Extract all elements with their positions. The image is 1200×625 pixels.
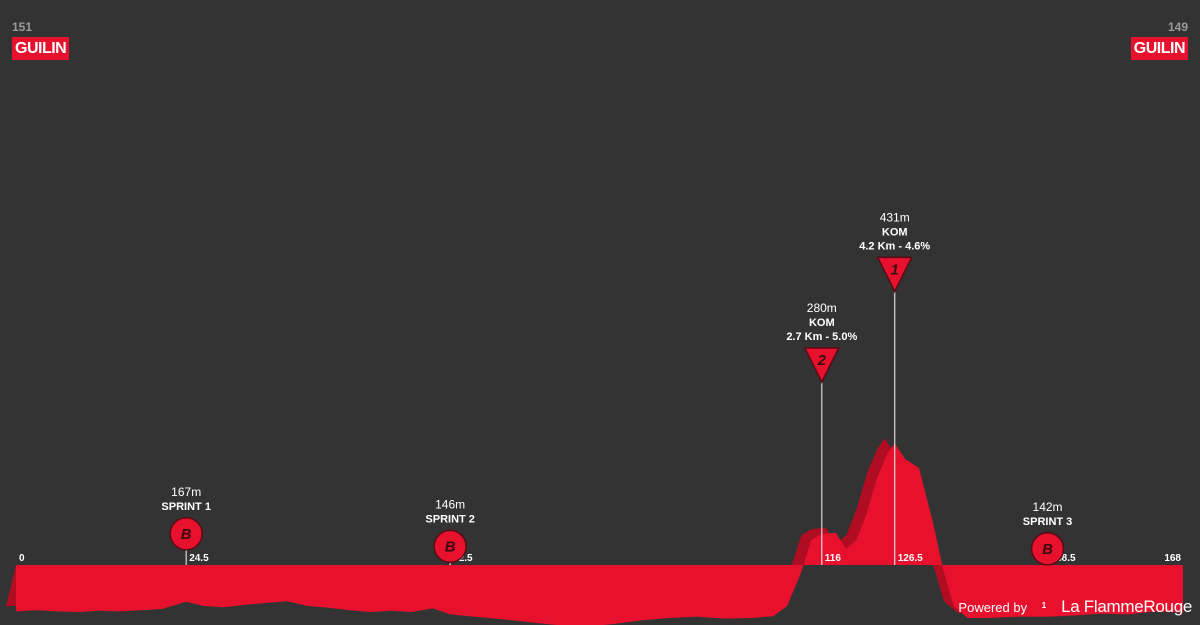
kom-marker: 1 431m KOM 4.2 Km - 4.6% [859,210,930,565]
start-altitude: 151 [12,20,33,34]
finish-altitude: 149 [1167,20,1188,34]
sprint-marker: B 167m SPRINT 1 [161,485,211,565]
marker-type-label: KOM [809,317,835,329]
kom-category: 1 [891,261,899,278]
km-tick-label: 116 [825,553,842,564]
sprint-badge-icon [169,517,203,551]
marker-altitude: 146m [435,497,465,511]
brand-name: La FlammeRouge [1061,597,1192,616]
marker-climb-stats: 2.7 Km - 5.0% [786,331,857,343]
marker-altitude: 167m [171,485,201,499]
kom-triangle-icon [876,256,913,294]
sprint-symbol: B [1042,541,1053,558]
km-tick-label: 168 [1164,553,1181,564]
km-tick-label: 0 [19,553,25,564]
footer-branding: Powered by 1 La FlammeRouge [958,597,1192,617]
finish-location: 149 GUILIN [1130,20,1188,60]
powered-by-text: Powered by [958,599,1028,615]
marker-type-label: SPRINT 1 [161,501,211,513]
kom-category: 2 [817,352,827,369]
finish-name-badge: GUILIN [1130,37,1188,60]
sprint-marker: B 142m SPRINT 3 [1023,500,1073,566]
flame-rouge-logo-icon: 1 [1036,598,1053,616]
sprint-marker: B 146m SPRINT 2 [425,497,475,565]
kom-marker: 2 280m KOM 2.7 Km - 5.0% [786,301,857,565]
sprint-badge-icon [433,529,467,564]
marker-altitude: 280m [807,301,837,315]
marker-type-label: SPRINT 3 [1023,516,1073,528]
marker-altitude: 431m [880,210,910,224]
profile-area [16,443,1183,625]
sprint-symbol: B [445,538,456,555]
marker-altitude: 142m [1033,500,1063,514]
marker-type-label: SPRINT 2 [425,513,475,525]
marker-type-label: KOM [882,226,908,238]
svg-text:1: 1 [1042,601,1047,610]
km-tick-label: 62.5 [453,553,473,564]
start-location: 151 GUILIN [12,20,70,60]
km-tick-label: 24.5 [189,553,209,564]
sprint-badge-icon [1030,532,1065,566]
marker-climb-stats: 4.2 Km - 4.6% [859,240,930,252]
km-tick-label: 126.5 [898,553,923,564]
sprint-symbol: B [181,526,192,543]
km-tick-label: 148.5 [1051,553,1076,564]
start-name-badge: GUILIN [12,37,70,60]
kom-triangle-icon [803,347,840,384]
